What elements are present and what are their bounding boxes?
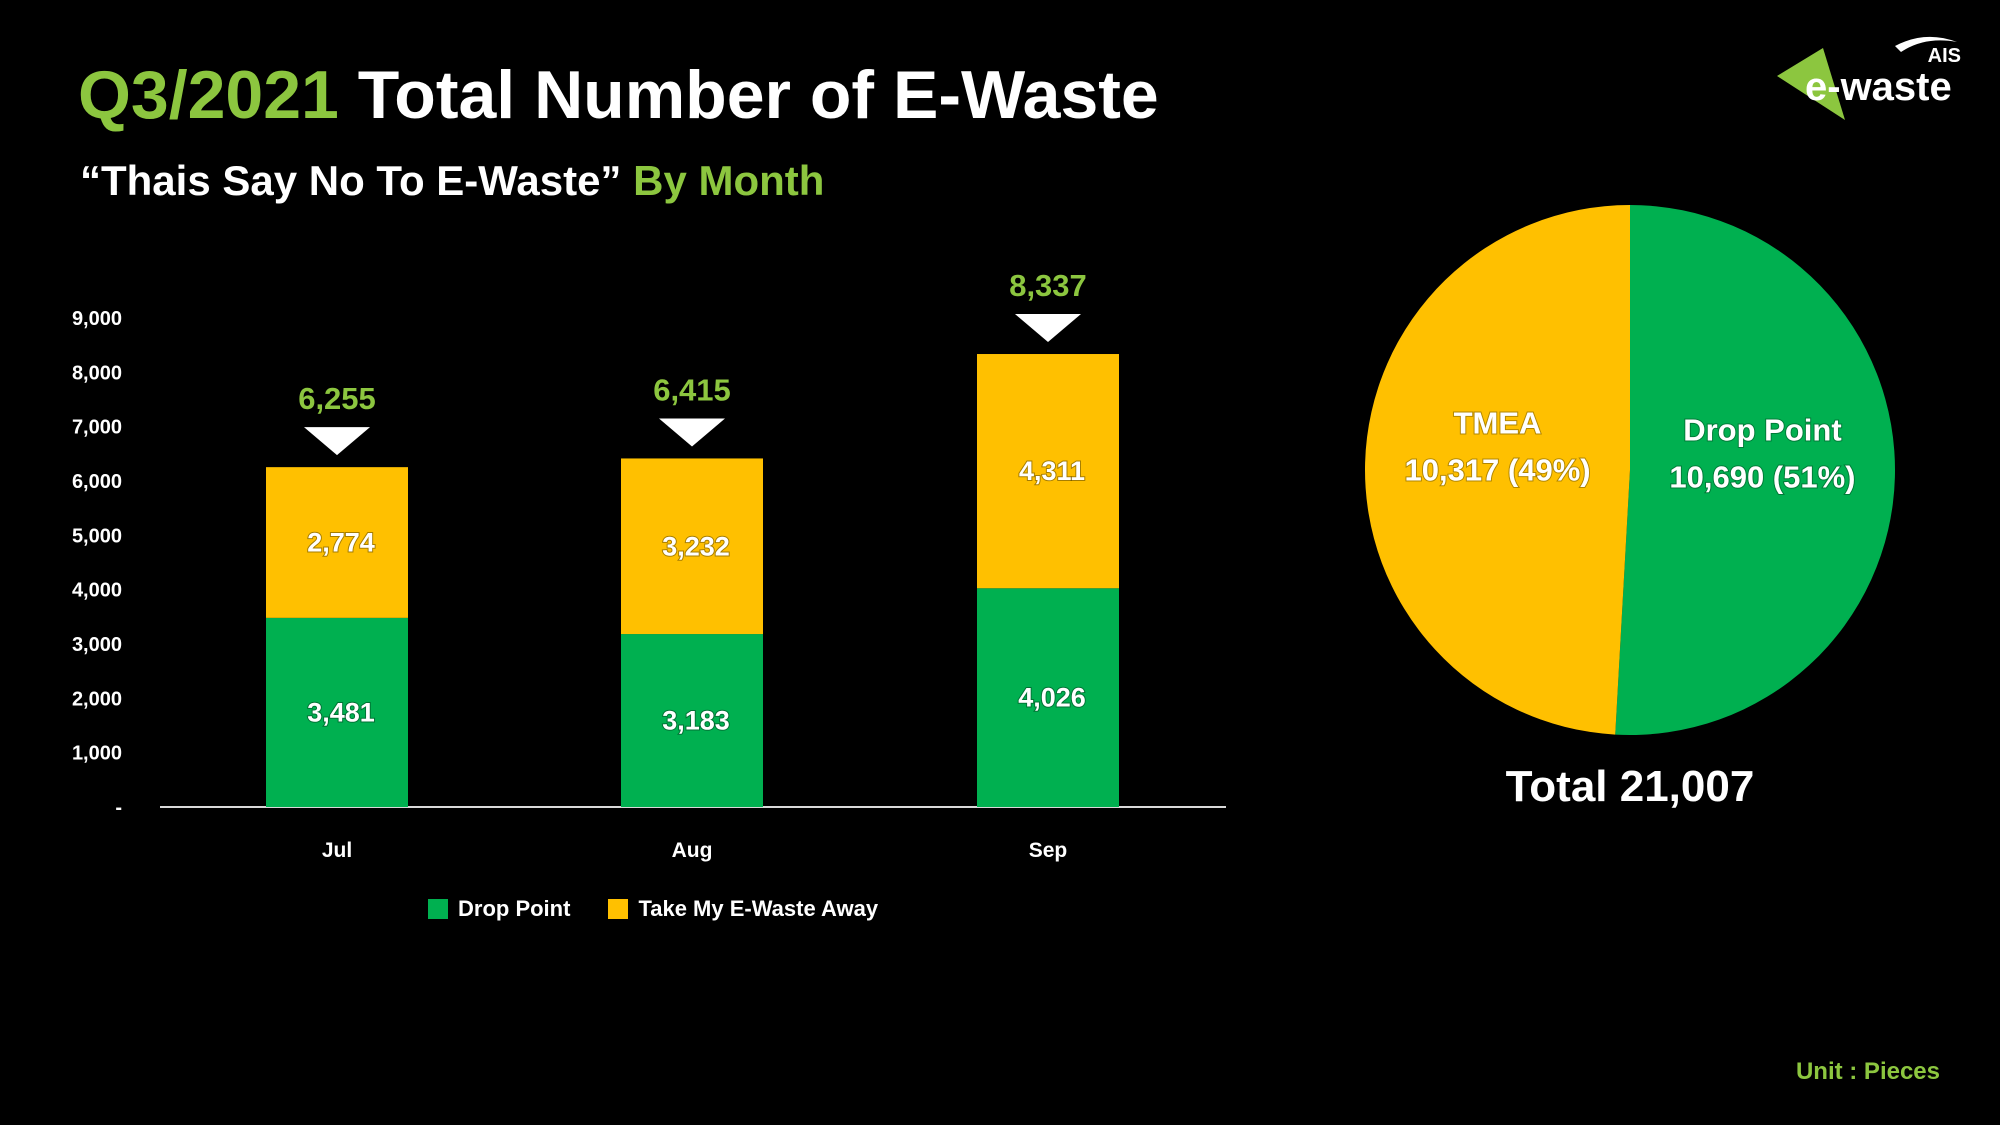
y-tick-label: 1,000: [72, 743, 122, 765]
title-text: Total Number of E-Waste: [357, 57, 1159, 133]
ais-ewaste-logo: AIS e-waste: [1777, 36, 1961, 120]
bar-total-label: 6,415: [653, 372, 731, 407]
pie-slice-value: 10,690 (51%): [1669, 460, 1855, 495]
legend-item-take-away: Take My E-Waste Away: [608, 896, 878, 922]
bar-value-label: 4,026: [1018, 683, 1086, 713]
bar-sep-drop-point: [977, 588, 1119, 807]
monthly-stacked-bar-chart: - 1,000 2,000 3,000 4,000 5,000 6,000 7,000 8,00…: [72, 268, 1226, 862]
y-tick-label: 3,000: [72, 634, 122, 656]
x-tick-label: Sep: [1029, 839, 1068, 862]
pie-chart: Drop Point 10,690 (51%) TMEA 10,317 (49%): [1365, 205, 1895, 735]
logo-triangle-icon: [1777, 48, 1845, 120]
pie-slice-value: 10,317 (49%): [1404, 452, 1590, 487]
bar-jul-drop-point: [266, 617, 408, 807]
y-tick-label: 9,000: [72, 308, 122, 330]
bar-aug-drop-point: [621, 634, 763, 807]
bar-total-label: 8,337: [1009, 268, 1087, 303]
bar-value-label: 3,183: [662, 706, 730, 736]
y-tick-label: 5,000: [72, 525, 122, 547]
unit-label: Unit : Pieces: [1795, 1058, 1940, 1085]
y-tick-label: 7,000: [72, 417, 122, 439]
y-tick-label: 8,000: [72, 362, 122, 384]
pie-total-label: Total 21,007: [1505, 762, 1755, 811]
bar-value-label: 2,774: [307, 528, 375, 558]
subtitle-campaign: “Thais Say No To E-Waste”: [80, 157, 622, 204]
pie-slice-name: TMEA: [1454, 405, 1542, 440]
x-tick-label: Aug: [672, 839, 713, 862]
logo-brand-text: AIS: [1928, 45, 1961, 67]
title-period: Q3/2021: [78, 57, 339, 133]
bar-value-label: 3,232: [662, 531, 730, 561]
pie-slice-tmea: [1365, 205, 1630, 735]
logo-swoosh-icon: [1895, 36, 1957, 52]
total-marker-icon: [659, 418, 725, 447]
pie-slice-name: Drop Point: [1683, 413, 1841, 448]
bar-aug-take-away: [621, 458, 763, 635]
legend-label-drop-point: Drop Point: [458, 896, 571, 921]
legend-item-drop-point: Drop Point: [428, 896, 570, 922]
y-tick-label: 2,000: [72, 688, 122, 710]
legend-swatch-take-away: [608, 899, 629, 919]
page-subtitle: “Thais Say No To E-Waste” By Month: [80, 157, 824, 205]
y-tick-label: -: [115, 797, 122, 819]
bar-value-label: 3,481: [307, 697, 375, 727]
y-tick-label: 6,000: [72, 471, 122, 493]
total-marker-icon: [304, 427, 370, 456]
total-marker-icon: [1015, 314, 1081, 343]
bar-jul-take-away: [266, 467, 408, 618]
x-tick-label: Jul: [322, 839, 352, 862]
bar-value-label: 4,311: [1019, 456, 1085, 486]
subtitle-by-month: By Month: [633, 157, 825, 204]
legend-swatch-drop-point: [428, 899, 448, 919]
logo-product-text: e-waste: [1805, 65, 1952, 109]
page-title: Q3/2021 Total Number of E-Waste: [78, 56, 1159, 134]
bar-total-label: 6,255: [298, 381, 376, 416]
bar-chart-legend: Drop Point Take My E-Waste Away: [428, 896, 916, 922]
pie-slice-drop-point: [1615, 205, 1895, 735]
legend-label-take-away: Take My E-Waste Away: [638, 896, 879, 921]
y-tick-label: 4,000: [72, 580, 122, 602]
bar-sep-take-away: [977, 354, 1119, 589]
